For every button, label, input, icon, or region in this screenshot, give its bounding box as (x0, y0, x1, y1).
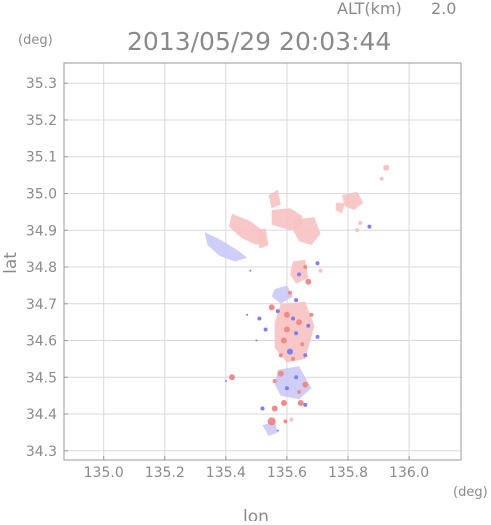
data-point (305, 278, 312, 285)
data-point (280, 337, 287, 344)
data-point (288, 290, 292, 295)
data-point (355, 228, 360, 233)
data-point (284, 386, 289, 391)
y-tick-label: 35.2 (26, 113, 57, 129)
data-point (224, 380, 227, 382)
data-point (278, 353, 283, 358)
data-point (246, 313, 249, 316)
y-unit-label: (deg) (18, 33, 53, 48)
data-point (287, 348, 293, 355)
data-point (249, 269, 252, 272)
data-point (315, 334, 320, 339)
data-point (302, 381, 309, 388)
data-point (297, 390, 302, 394)
data-point (294, 375, 299, 380)
data-point (263, 327, 268, 332)
data-point (303, 402, 308, 407)
x-axis-label: lon (243, 507, 269, 521)
altitude-label: ALT(km) (337, 0, 402, 18)
data-point (275, 309, 280, 314)
y-axis-label: lat (1, 252, 21, 274)
echo-region (268, 189, 281, 209)
echo-region (204, 232, 248, 262)
echo-region (256, 228, 269, 249)
data-point (315, 261, 320, 266)
data-point (283, 419, 288, 424)
data-point (303, 353, 308, 358)
data-point (294, 298, 299, 303)
data-point (383, 164, 390, 171)
y-tick-label: 34.8 (26, 260, 57, 276)
data-point (294, 331, 299, 336)
data-point (267, 417, 276, 426)
x-tick-label: 135.2 (145, 465, 185, 481)
y-tick-label: 35.3 (26, 76, 57, 92)
data-point (283, 311, 290, 318)
data-point (367, 224, 372, 229)
data-point (297, 400, 304, 406)
echo-region (290, 259, 309, 284)
data-point (268, 304, 275, 311)
data-point (291, 316, 295, 321)
y-tick-label: 34.9 (26, 223, 57, 239)
x-unit-label: (deg) (453, 485, 488, 500)
x-tick-label: 135.0 (84, 465, 124, 481)
data-point (272, 379, 277, 383)
data-layer (204, 164, 390, 437)
echo-region (335, 202, 345, 214)
data-point (318, 268, 323, 273)
data-point (277, 370, 284, 377)
data-point (291, 356, 295, 361)
data-point (296, 319, 303, 326)
data-point (379, 176, 384, 181)
plot-frame (63, 62, 462, 461)
data-point (257, 316, 262, 321)
y-tick-label: 35.0 (26, 186, 57, 202)
x-tick-label: 135.6 (267, 465, 307, 481)
y-tick-label: 34.3 (26, 444, 57, 460)
echo-region (262, 421, 278, 437)
echo-region (293, 217, 321, 245)
y-tick-label: 34.6 (26, 334, 57, 350)
y-tick-label: 34.7 (26, 297, 57, 313)
x-tick-label: 135.4 (206, 465, 246, 481)
echo-region (271, 285, 293, 304)
altitude-value: 2.0 (431, 0, 456, 18)
data-point (289, 417, 294, 422)
chart-title: 2013/05/29 20:03:44 (127, 27, 391, 56)
data-point (358, 220, 363, 225)
grid (64, 63, 461, 460)
data-point (297, 272, 302, 277)
echo-region (274, 366, 312, 400)
y-tick-label: 34.5 (26, 370, 57, 386)
echo-region (341, 191, 364, 210)
echo-region (228, 213, 266, 245)
data-point (276, 429, 279, 432)
x-tick-label: 136.0 (389, 465, 429, 481)
data-point (303, 265, 308, 269)
data-point (280, 400, 287, 406)
data-point (255, 339, 258, 342)
data-point (260, 406, 265, 411)
data-point (300, 342, 305, 347)
data-point (309, 312, 314, 317)
data-point (283, 326, 290, 333)
data-point (306, 323, 311, 328)
y-tick-label: 34.4 (26, 407, 57, 423)
data-point (271, 405, 278, 412)
y-tick-label: 35.1 (26, 150, 57, 166)
x-tick-label: 135.8 (328, 465, 368, 481)
axes: 135.0 135.2 135.4 135.6 135.8 136.0 34.3 34.4 34… (26, 62, 462, 481)
data-point (229, 374, 235, 381)
